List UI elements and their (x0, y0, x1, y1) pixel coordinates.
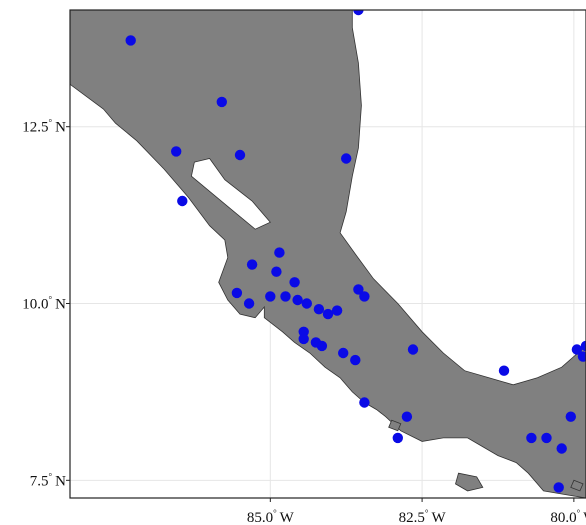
island-2 (570, 479, 584, 492)
x-tick-hemisphere: W (280, 510, 295, 525)
x-tick-label: 80.0°W (550, 508, 586, 525)
x-tick-value: 82.5 (399, 510, 425, 525)
location-point (216, 96, 227, 108)
location-point (322, 308, 334, 320)
location-point (316, 340, 328, 352)
location-point (577, 351, 586, 362)
location-point (246, 259, 258, 270)
location-point (407, 344, 419, 355)
x-tick-label: 82.5° W (399, 508, 447, 525)
y-tick-value: 10.0 (22, 297, 48, 313)
x-tick-degree: ° (577, 508, 581, 518)
island-0 (455, 472, 484, 492)
x-axis: 85.0°W82.5°W80.0°W (247, 498, 586, 525)
location-point (341, 153, 352, 164)
land-mass (70, 10, 586, 498)
island-1 (388, 419, 402, 432)
y-tick-hemisphere: N (55, 120, 66, 136)
x-tick-value: 85.0 (247, 510, 273, 525)
location-point (243, 298, 255, 309)
location-point (292, 294, 303, 306)
points-layer (125, 10, 586, 493)
x-tick-label: 85.0° W (247, 508, 295, 525)
y-tick-value: 12.5 (22, 120, 48, 136)
location-point (541, 432, 552, 444)
location-point (313, 304, 325, 315)
location-point (565, 411, 576, 422)
location-point (289, 277, 300, 288)
location-point (353, 284, 364, 295)
y-tick-label: 7.5° N (30, 471, 66, 489)
location-point (298, 333, 309, 345)
x-tick-value: 80.0 (550, 510, 576, 525)
location-point (265, 291, 276, 302)
location-point (359, 397, 370, 408)
y-tick-degree: ° (49, 295, 53, 305)
location-point (177, 195, 188, 207)
y-tick-label: 12.5° N (22, 118, 66, 136)
location-point (401, 411, 413, 422)
y-tick-value: 7.5 (30, 473, 49, 489)
location-point (338, 347, 349, 359)
location-point (556, 443, 567, 454)
location-point (498, 365, 510, 376)
land-layer (70, 10, 586, 498)
location-point (392, 432, 403, 444)
location-point (350, 354, 361, 366)
location-point (231, 287, 243, 299)
panel-border (69, 9, 586, 499)
location-point (301, 298, 312, 309)
x-tick-hemisphere: W (431, 510, 446, 525)
location-point (553, 482, 564, 493)
y-tick-label: 10.0° N (22, 295, 66, 313)
lake-nicaragua (190, 158, 271, 230)
location-point (571, 344, 583, 355)
y-tick-hemisphere: N (55, 297, 66, 313)
location-point (280, 291, 291, 302)
location-point (580, 340, 586, 352)
location-point (331, 305, 343, 316)
y-tick-hemisphere: N (55, 473, 66, 489)
location-point (359, 291, 370, 302)
location-point (171, 146, 182, 157)
location-point (125, 35, 136, 46)
x-tick-degree: ° (273, 508, 277, 518)
location-point (234, 149, 246, 161)
location-point (271, 266, 282, 277)
x-tick-degree: ° (425, 508, 429, 518)
y-tick-degree: ° (49, 118, 53, 128)
location-point (526, 432, 537, 444)
location-point (353, 10, 364, 16)
y-axis: 12.5° N10.0° N7.5° N (22, 118, 70, 489)
location-point (274, 247, 285, 258)
x-tick-hemisphere: W (583, 510, 586, 525)
y-tick-degree: ° (49, 471, 53, 481)
